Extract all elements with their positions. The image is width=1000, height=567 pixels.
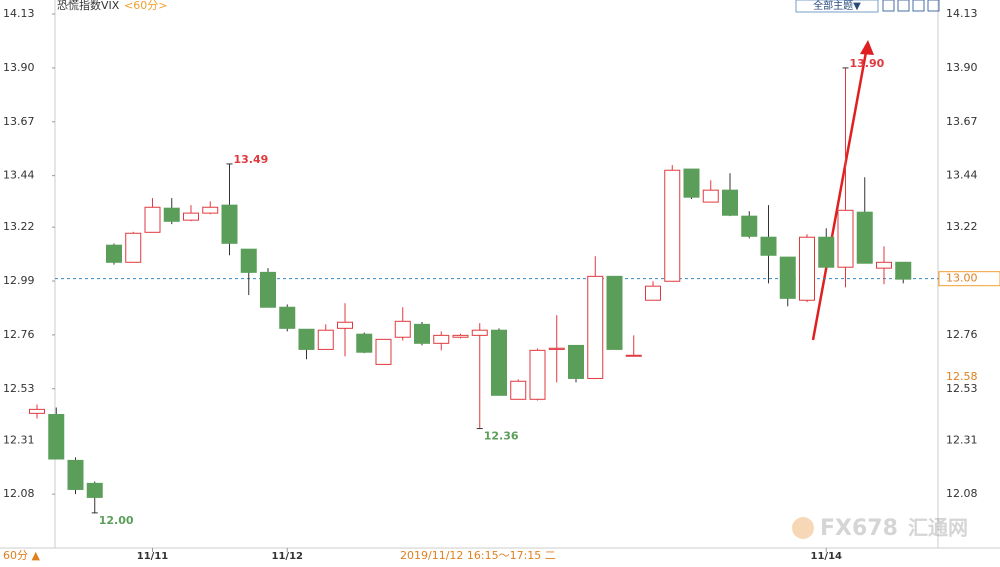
candle-body: [760, 236, 777, 256]
candle-body: [86, 482, 103, 498]
candle-body: [183, 212, 199, 221]
candle-body: [625, 354, 642, 357]
watermark-logo: [792, 517, 814, 539]
candle-body: [818, 236, 835, 268]
candle-body: [779, 256, 796, 299]
candle-body: [568, 344, 584, 379]
last-price-label: 13.00: [946, 272, 978, 285]
candle-body: [837, 209, 854, 268]
icon[interactable]: [897, 0, 910, 12]
period-button[interactable]: [0, 549, 46, 563]
candle-body: [683, 168, 700, 198]
y-tick-label: 12.76: [3, 328, 35, 341]
y-tick-label: 12.08: [3, 487, 35, 500]
trend-arrow: [811, 40, 874, 341]
candle-body: [144, 206, 161, 233]
candle-body: [876, 261, 892, 269]
candle-body: [471, 329, 488, 336]
candle-body: [722, 189, 738, 216]
arrow-line: [811, 51, 868, 341]
candle-body: [799, 236, 815, 301]
x-tick-label: 11/11: [137, 551, 169, 562]
interval: <60分>: [124, 0, 167, 12]
extreme-label: 13.90: [850, 57, 885, 70]
extreme-label: 12.00: [99, 514, 134, 527]
y-tick-label: 12.53: [3, 382, 35, 395]
candle-body: [106, 244, 122, 263]
candle-body: [529, 349, 546, 400]
candle-body: [298, 328, 315, 350]
y-tick-label: 12.99: [3, 274, 35, 287]
candle-body: [702, 189, 719, 203]
candle-body: [452, 334, 469, 338]
candle-body: [202, 206, 219, 214]
candle-body: [664, 169, 681, 282]
reference-price-label: 12.58: [946, 370, 978, 383]
y-tick-label: 13.67: [946, 115, 978, 128]
candle-body: [895, 261, 912, 280]
candle-body: [279, 306, 296, 329]
theme-button-label[interactable]: 全部主题▼: [813, 0, 861, 12]
y-tick-label: 13.44: [3, 169, 35, 182]
candle-body: [491, 329, 507, 396]
candle-body: [394, 320, 411, 338]
reference-price-box: [939, 370, 1000, 385]
candle-body: [29, 408, 45, 414]
toolbar-icons[interactable]: [882, 0, 940, 12]
watermark-text: FX678: [820, 516, 898, 541]
candle-body: [337, 321, 353, 329]
candle-body: [48, 414, 65, 460]
extreme-label: 13.49: [234, 153, 269, 166]
period-button-label[interactable]: 60分 ▲: [3, 549, 40, 562]
candle-body: [741, 215, 758, 237]
candle-body: [606, 275, 623, 350]
candle-body: [414, 323, 430, 344]
x-tick-label: 11/12: [272, 551, 304, 562]
candle-body: [240, 248, 257, 273]
y-tick-label: 13.22: [3, 220, 35, 233]
candle-body: [317, 329, 334, 350]
candle-body: [356, 333, 373, 353]
arrow-head: [860, 40, 874, 55]
watermark-text: 汇通网: [908, 516, 968, 540]
y-tick-label: 12.31: [946, 433, 978, 446]
candle-body: [221, 204, 238, 244]
y-tick-label: 13.44: [946, 169, 978, 182]
candle-body: [548, 347, 565, 350]
candle-body: [125, 232, 142, 263]
extreme-label: 12.36: [484, 430, 519, 443]
y-tick-label: 14.13: [3, 7, 35, 20]
last-price-box: [938, 271, 1000, 287]
theme-button[interactable]: [795, 0, 879, 13]
candle-body: [67, 459, 84, 490]
title: 恐慌指数VIX: [57, 0, 120, 12]
y-tick-label: 12.08: [946, 487, 978, 500]
y-tick-label: 12.53: [946, 382, 978, 395]
y-tick-label: 12.76: [946, 328, 978, 341]
candle-body: [433, 334, 450, 344]
y-tick-label: 13.90: [946, 61, 978, 74]
candle-body: [163, 207, 180, 222]
candle-body: [587, 275, 604, 379]
y-tick-label: 13.67: [3, 115, 35, 128]
candle-body: [645, 285, 661, 301]
watermark: FX678 汇通网: [792, 516, 968, 541]
candle-body: [856, 211, 873, 264]
candle-body: [375, 338, 392, 365]
icon[interactable]: [912, 0, 925, 12]
icon[interactable]: [927, 0, 940, 12]
candle-body: [510, 380, 527, 400]
icon[interactable]: [882, 0, 895, 12]
time-range: 2019/11/12 16:15～17:15 二: [400, 549, 556, 562]
candle-body: [260, 271, 276, 308]
y-tick-label: 13.22: [946, 220, 978, 233]
y-tick-label: 12.31: [3, 433, 35, 446]
y-tick-label: 13.90: [3, 61, 35, 74]
y-tick-label: 14.13: [946, 7, 978, 20]
x-tick-label: 11/14: [811, 551, 843, 562]
